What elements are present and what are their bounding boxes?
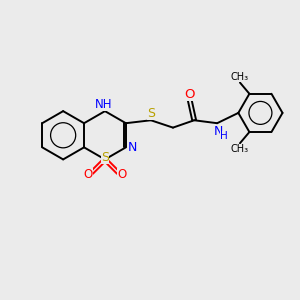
Text: NH: NH — [95, 98, 112, 111]
Text: N: N — [128, 141, 137, 154]
Text: O: O — [117, 168, 127, 181]
Text: N: N — [214, 125, 224, 138]
Text: O: O — [83, 168, 92, 181]
Text: S: S — [101, 152, 109, 164]
Text: H: H — [220, 131, 227, 142]
Text: O: O — [184, 88, 195, 101]
Text: S: S — [147, 107, 155, 120]
Text: CH₃: CH₃ — [231, 72, 249, 82]
Text: CH₃: CH₃ — [231, 143, 249, 154]
